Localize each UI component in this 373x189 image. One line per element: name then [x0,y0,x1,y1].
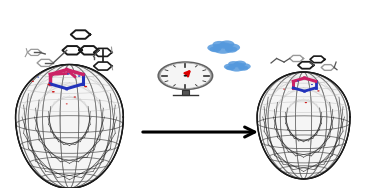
Circle shape [158,62,213,90]
Circle shape [78,75,81,77]
Circle shape [228,63,245,72]
Circle shape [311,84,313,85]
Circle shape [233,62,244,67]
Circle shape [305,102,307,103]
Circle shape [224,64,236,70]
Circle shape [160,63,211,88]
Circle shape [67,73,70,75]
Circle shape [47,84,50,85]
Circle shape [219,43,231,49]
Circle shape [52,91,55,93]
Circle shape [283,89,285,90]
Circle shape [317,90,320,91]
Circle shape [225,46,238,53]
Circle shape [213,43,233,54]
Circle shape [226,66,235,70]
Circle shape [84,86,87,87]
Circle shape [238,63,251,70]
Polygon shape [16,64,123,188]
Polygon shape [257,72,350,179]
Circle shape [207,44,222,51]
Circle shape [220,40,234,48]
Circle shape [209,46,221,52]
Circle shape [184,75,187,77]
Circle shape [66,103,68,104]
Circle shape [73,96,76,98]
Circle shape [32,81,34,82]
Circle shape [225,43,240,51]
FancyBboxPatch shape [182,90,189,95]
Circle shape [213,41,226,48]
Circle shape [228,61,239,67]
Circle shape [234,61,246,67]
Circle shape [238,66,249,71]
